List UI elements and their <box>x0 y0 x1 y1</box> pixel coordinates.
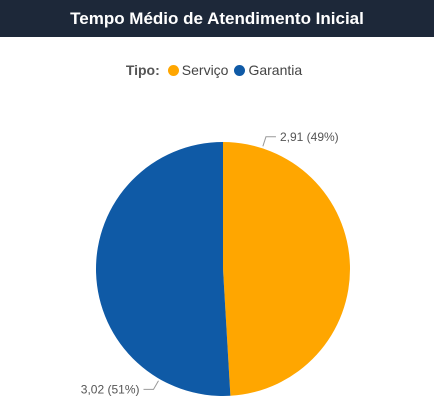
legend-label-servico: Serviço <box>181 62 229 78</box>
legend-label-garantia: Garantia <box>248 62 303 78</box>
chart-legend: Tipo: Serviço Garantia <box>0 60 434 80</box>
legend-swatch-servico <box>167 64 179 76</box>
chart-title-bar: Tempo Médio de Atendimento Inicial <box>0 0 434 37</box>
leader-line <box>262 136 276 147</box>
pie-slice-garantia[interactable] <box>96 142 231 396</box>
legend-swatch-garantia <box>234 64 246 76</box>
pie-slice-servio[interactable] <box>223 142 351 396</box>
chart-title: Tempo Médio de Atendimento Inicial <box>70 8 364 28</box>
data-label-garantia: 3,02 (51%) <box>81 382 140 396</box>
legend-item-garantia[interactable]: Garantia <box>234 62 302 78</box>
legend-item-servico[interactable]: Serviço <box>167 62 229 78</box>
legend-title: Tipo: <box>125 62 160 78</box>
data-label-servio: 2,91 (49%) <box>280 130 339 144</box>
leader-line <box>143 380 159 390</box>
